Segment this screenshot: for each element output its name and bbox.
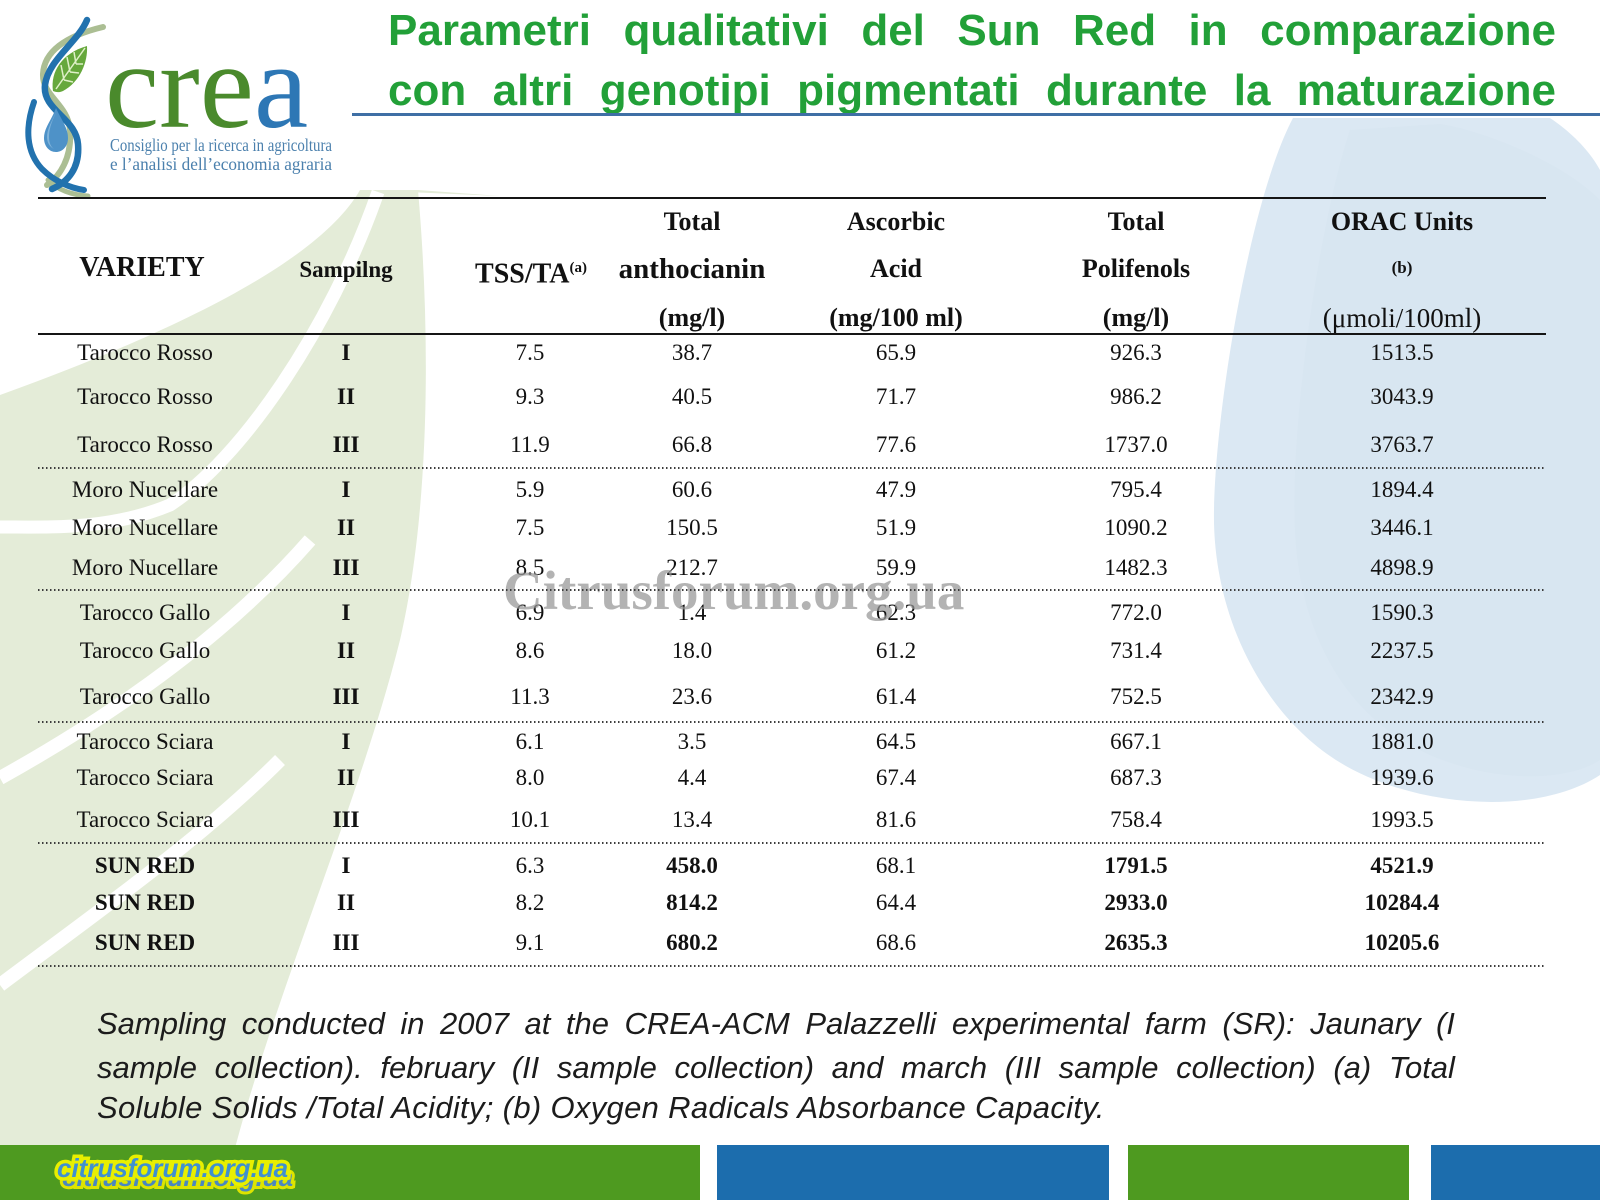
svg-text:citrusforum.org.ua: citrusforum.org.ua [62,1162,293,1192]
svg-text:Consiglio per la ricerca in ag: Consiglio per la ricerca in agricoltura [110,135,332,155]
svg-text:citrusforum.org.ua: citrusforum.org.ua [57,1153,288,1183]
svg-text:e l’analisi dell’economia agra: e l’analisi dell’economia agraria [110,154,332,174]
svg-text:crea: crea [105,19,308,154]
